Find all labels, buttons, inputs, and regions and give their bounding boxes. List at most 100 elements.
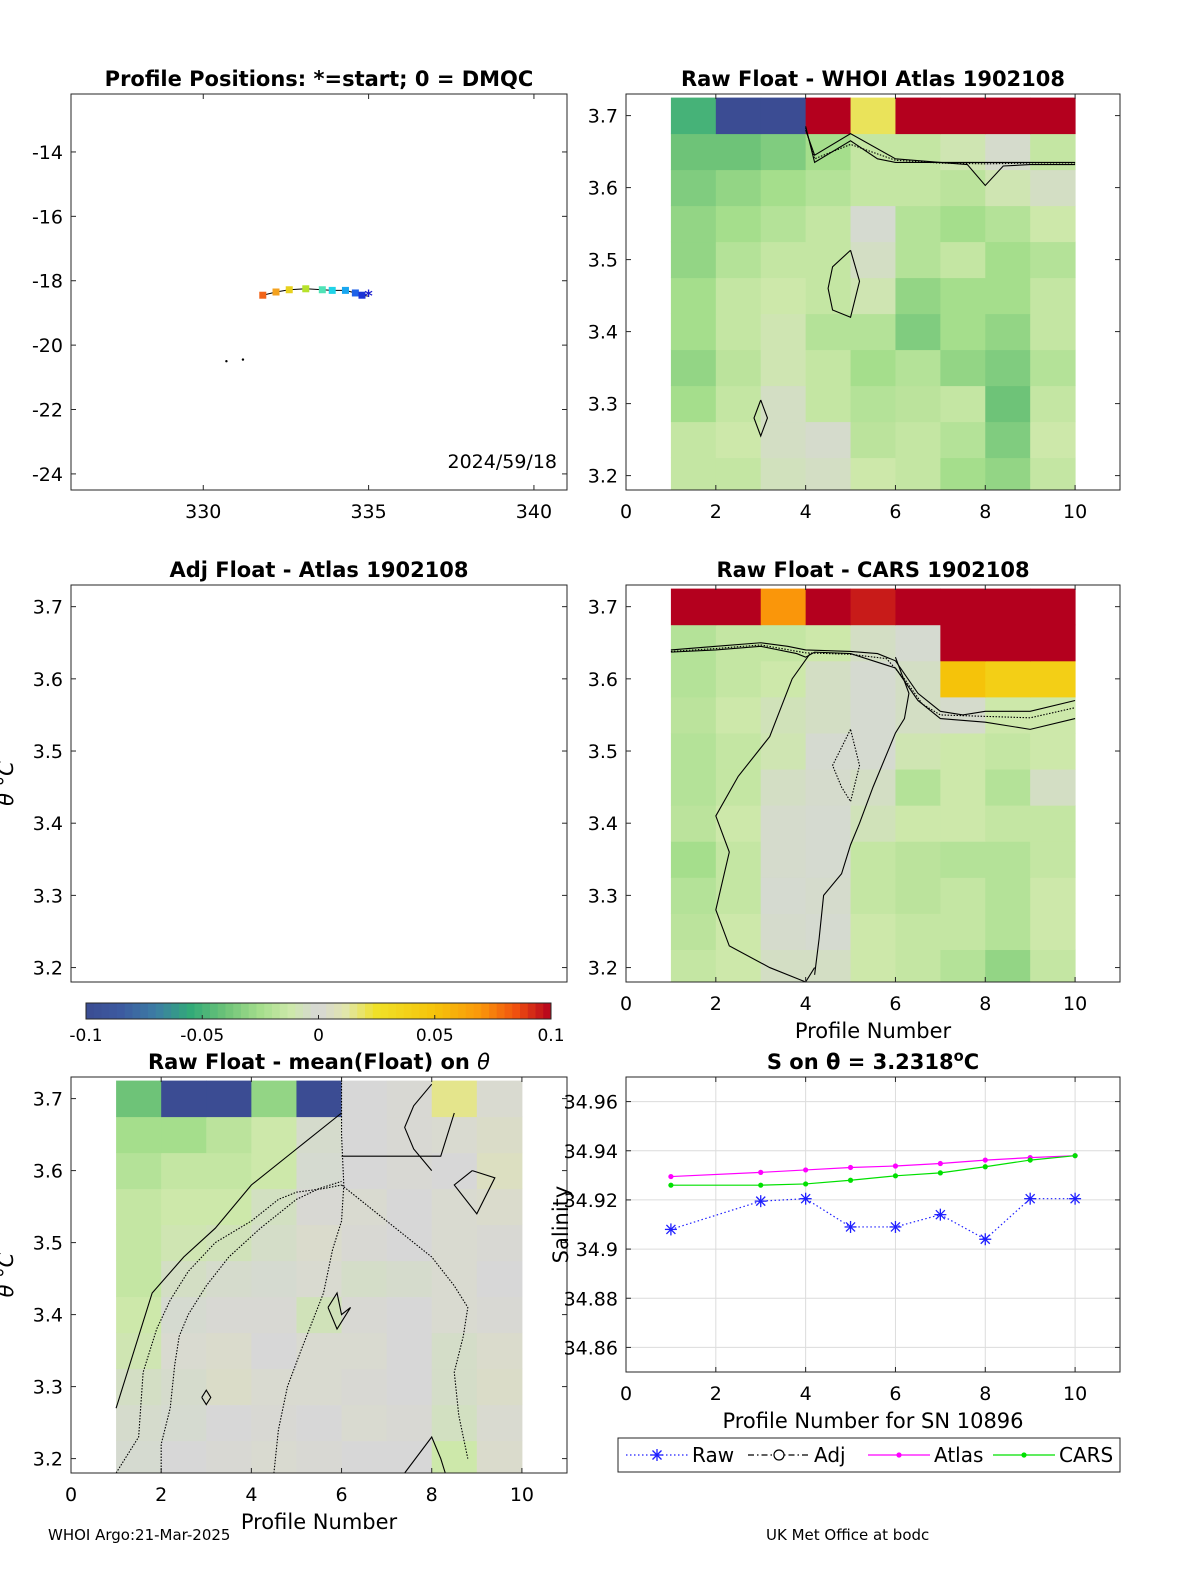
heatmap-cell <box>431 1296 478 1334</box>
heatmap-cell <box>1030 877 1076 914</box>
colorbar-segment <box>341 1003 350 1019</box>
heatmap-cell <box>431 1152 478 1190</box>
heatmap-cell <box>206 1080 252 1118</box>
heatmap-cell <box>670 805 717 842</box>
heatmap-cell <box>116 1260 162 1298</box>
colorbar-segment <box>365 1003 374 1019</box>
heatmap-cell <box>670 421 717 459</box>
heatmap-cell <box>805 877 852 914</box>
contour-line <box>670 642 1076 716</box>
y-tick-label: 3.2 <box>588 466 618 488</box>
chart-colorbar: -0.1 -0.05 0 0.05 0.1 <box>69 1002 565 1046</box>
heatmap-cell <box>760 133 807 171</box>
heatmap-cell <box>805 385 852 423</box>
heatmap-cell <box>760 913 807 951</box>
heatmap-cell <box>206 1440 252 1474</box>
contour-line <box>341 1112 455 1157</box>
heatmap-cell <box>895 877 941 914</box>
heatmap-cell <box>431 1440 478 1474</box>
heatmap-cell <box>670 241 717 279</box>
heatmap-cell <box>760 349 807 387</box>
colorbar-segment <box>256 1003 265 1019</box>
heatmap-cell <box>1030 732 1076 770</box>
contour-line <box>805 126 1076 164</box>
heatmap-cell <box>985 241 1031 279</box>
colorbar-segment <box>349 1003 358 1019</box>
heatmap-cell <box>476 1080 523 1118</box>
heatmap-cell <box>251 1080 297 1118</box>
heatmap-cell <box>431 1368 478 1406</box>
heatmap-cell <box>715 732 762 770</box>
colorbar-segment <box>179 1003 188 1019</box>
x-tick-label: 335 <box>350 501 386 523</box>
heatmap-cell <box>431 1116 478 1154</box>
x-tick-label: 6 <box>335 1484 347 1506</box>
heatmap-cell <box>206 1404 252 1442</box>
footer-right-text: UK Met Office at bodc <box>766 1526 930 1544</box>
legend-label-cars: CARS <box>1059 1443 1113 1467</box>
heatmap-cell <box>805 169 852 207</box>
heatmap-cell <box>850 421 896 459</box>
heatmap-cell <box>940 949 986 983</box>
heatmap-cell <box>670 169 717 207</box>
heatmap-cell <box>296 1332 343 1370</box>
heatmap-cell <box>715 349 762 387</box>
colorbar-segment <box>217 1003 226 1019</box>
y-tick-label: 3.2 <box>33 958 63 980</box>
heatmap-cell <box>476 1332 523 1370</box>
heatmap-cell <box>670 877 717 914</box>
heatmap-cell <box>850 349 896 387</box>
heatmap-cell <box>850 660 896 698</box>
heatmap-cell <box>341 1224 388 1262</box>
heatmap-cell <box>940 732 986 770</box>
y-tick-label: 3.4 <box>588 322 618 344</box>
heatmap-cell <box>206 1260 252 1298</box>
colorbar-segment <box>155 1003 164 1019</box>
heatmap-cell <box>386 1260 433 1298</box>
heatmap-cell <box>850 732 896 770</box>
x-tick-label: 4 <box>800 1383 812 1405</box>
heatmap-cell <box>715 660 762 698</box>
heatmap-cell <box>940 349 986 387</box>
series-point-cars <box>668 1182 674 1188</box>
heatmap-cell <box>341 1440 388 1474</box>
y-tick-label: 3.2 <box>33 1449 63 1471</box>
colorbar-segment <box>465 1003 474 1019</box>
heatmap-cell <box>805 205 852 243</box>
heatmap-cell <box>940 841 986 878</box>
y-tick-label: 3.2 <box>588 958 618 980</box>
colorbar-segment <box>233 1003 242 1019</box>
x-tick-label: 8 <box>426 1484 438 1506</box>
heatmap-cell <box>1030 457 1076 491</box>
heatmap-cell <box>670 277 717 315</box>
x-tick-label: 10 <box>1063 501 1087 523</box>
heatmap-cell <box>895 133 941 171</box>
heatmap-cell <box>116 1152 162 1190</box>
profile-position-marker <box>302 285 310 293</box>
y-tick-label: -18 <box>32 271 63 293</box>
heatmap-cell <box>940 769 986 806</box>
heatmap-cell <box>985 97 1031 135</box>
heatmap-cell <box>1030 588 1076 626</box>
heatmap-cell <box>715 457 762 491</box>
axes-frame <box>625 93 1121 491</box>
heatmap-cell <box>760 805 807 842</box>
contour-line <box>201 1389 212 1406</box>
colorbar-segment <box>543 1003 552 1019</box>
colorbar-segment <box>93 1003 102 1019</box>
chart-positions: * 2024/59/18 330 335 340 -14 -16 -18 -20 -22 -24 Pr… <box>32 67 568 523</box>
x-tick-label: 0 <box>620 501 632 523</box>
x-tick-label: 6 <box>889 1383 901 1405</box>
heatmap-cell <box>985 949 1031 983</box>
colorbar-segment <box>372 1003 381 1019</box>
heatmap-cell <box>895 732 941 770</box>
heatmap-cell <box>251 1332 297 1370</box>
heatmap-cell <box>760 949 807 983</box>
profile-position-marker <box>328 286 336 294</box>
heatmap-cell <box>1030 624 1076 662</box>
x-axis-label: Profile Number for SN 10896 <box>722 1409 1023 1433</box>
heatmap-cell <box>670 385 717 423</box>
y-tick-label: 3.7 <box>33 1089 63 1111</box>
heatmap-cell <box>296 1080 343 1118</box>
heatmap-cell <box>715 241 762 279</box>
